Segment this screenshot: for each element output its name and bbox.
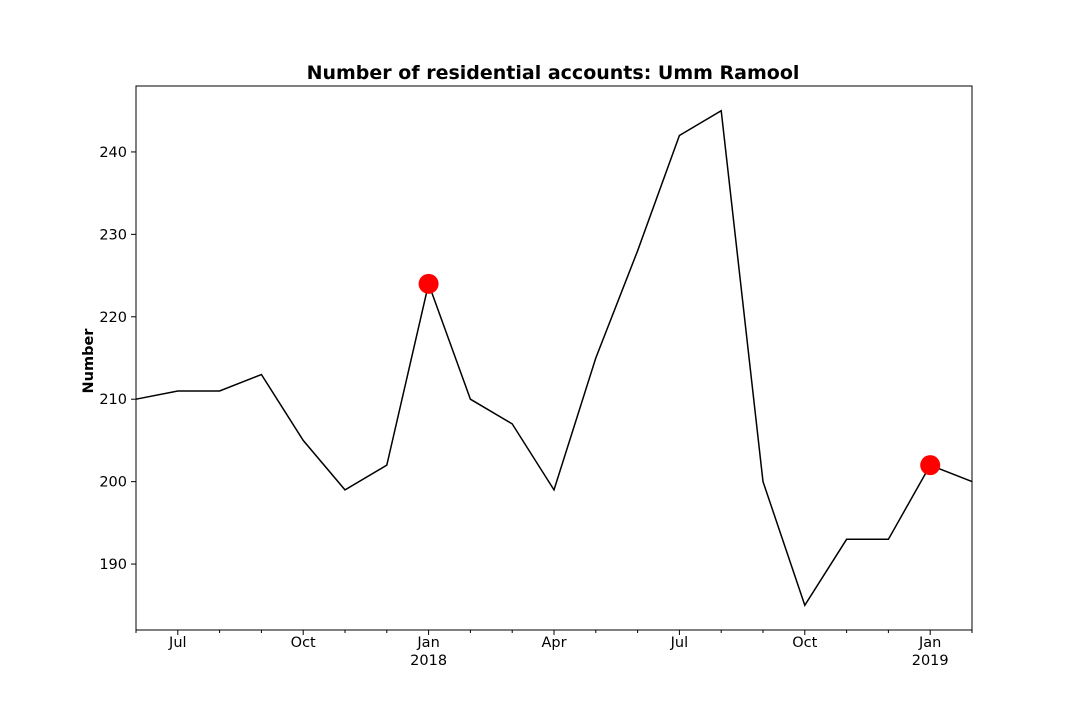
x-tick-year-label: 2018 [410,653,447,669]
plot-area: 190 200 210 220 230 240 Jul Oct Jan 2018 Apr Jul Oct… [99,85,973,669]
y-axis-label: Number [81,328,97,394]
chart-title: Number of residential accounts: Umm Ramo… [307,62,800,84]
x-tick-label: Jan [416,635,439,651]
x-tick-label: Jul [670,635,689,651]
x-tick-year-label: 2019 [912,653,949,669]
y-tick-label: 220 [99,310,127,326]
x-tick-label: Jul [168,635,187,651]
y-tick-label: 200 [99,475,127,491]
highlight-point [920,455,941,476]
x-tick-label: Apr [541,635,566,651]
y-tick-label: 210 [99,392,127,408]
y-tick-label: 230 [99,227,127,243]
x-tick-label: Jan [918,635,941,651]
y-tick-label: 190 [99,557,127,573]
highlight-point [418,273,439,294]
plot-frame [135,85,973,631]
y-tick-label: 240 [99,145,127,161]
x-tick-label: Oct [291,635,316,651]
series-line [135,109,973,608]
x-tick-label: Oct [792,635,817,651]
